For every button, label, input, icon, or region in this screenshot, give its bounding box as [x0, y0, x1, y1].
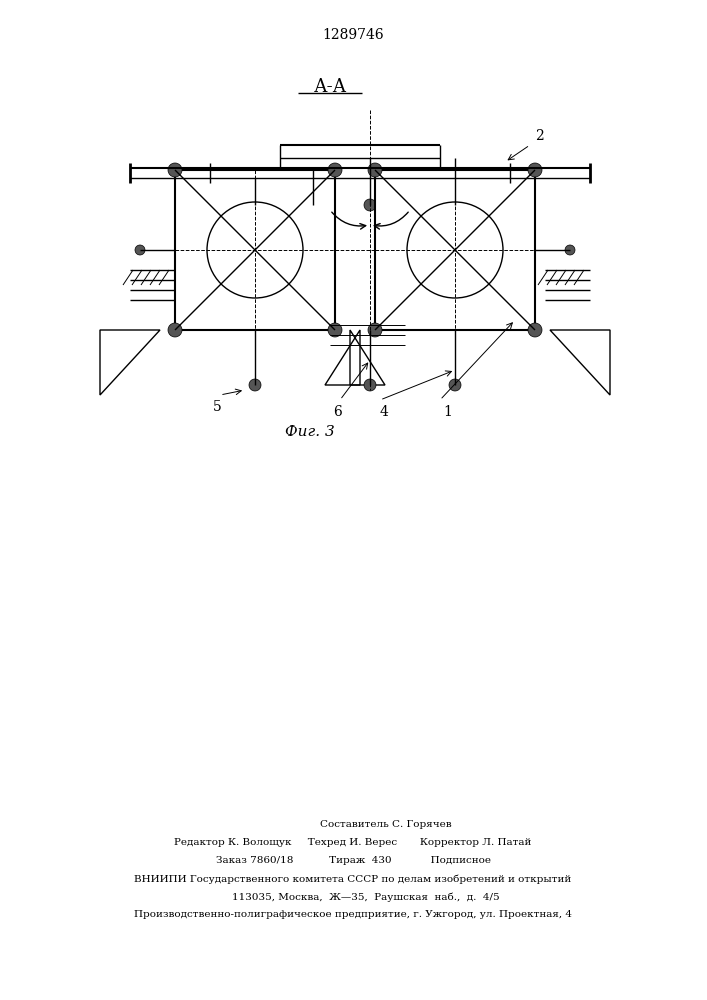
Bar — [375, 170, 535, 330]
Text: А-А: А-А — [313, 78, 346, 96]
Text: 1289746: 1289746 — [322, 28, 384, 42]
Circle shape — [168, 163, 182, 177]
Text: 2: 2 — [535, 129, 544, 143]
Circle shape — [328, 163, 342, 177]
Text: 113035, Москва,  Ж—35,  Раушская  наб.,  д.  4/5: 113035, Москва, Ж—35, Раушская наб., д. … — [206, 892, 500, 902]
Circle shape — [449, 379, 461, 391]
Circle shape — [368, 163, 382, 177]
Text: Редактор К. Волощук     Техред И. Верес       Корректор Л. Патай: Редактор К. Волощук Техред И. Верес Корр… — [175, 838, 532, 847]
Text: 1: 1 — [443, 405, 452, 419]
Text: Заказ 7860/18           Тираж  430            Подписное: Заказ 7860/18 Тираж 430 Подписное — [216, 856, 491, 865]
Circle shape — [249, 199, 261, 211]
Circle shape — [449, 199, 461, 211]
Circle shape — [368, 323, 382, 337]
Circle shape — [135, 245, 145, 255]
Text: 5: 5 — [213, 400, 221, 414]
Bar — [175, 170, 335, 330]
Circle shape — [364, 379, 376, 391]
Circle shape — [528, 163, 542, 177]
Circle shape — [528, 323, 542, 337]
Circle shape — [249, 379, 261, 391]
Text: Составитель С. Горячев: Составитель С. Горячев — [255, 820, 451, 829]
Text: 4: 4 — [380, 405, 389, 419]
Circle shape — [565, 245, 575, 255]
Circle shape — [307, 199, 319, 211]
Text: 6: 6 — [332, 405, 341, 419]
Text: Фиг. 3: Фиг. 3 — [285, 425, 335, 439]
Text: Производственно-полиграфическое предприятие, г. Ужгород, ул. Проектная, 4: Производственно-полиграфическое предприя… — [134, 910, 572, 919]
Text: ВНИИПИ Государственного комитета СССР по делам изобретений и открытий: ВНИИПИ Государственного комитета СССР по… — [134, 874, 572, 884]
Circle shape — [168, 323, 182, 337]
Circle shape — [328, 323, 342, 337]
Circle shape — [364, 199, 376, 211]
